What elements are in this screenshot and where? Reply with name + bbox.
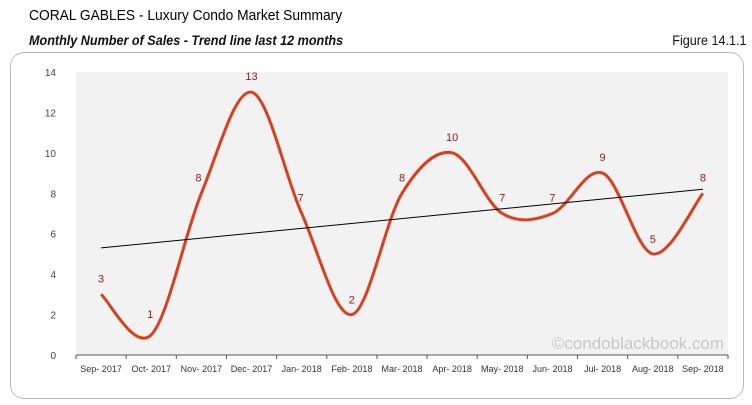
x-tick-label: May- 2018 <box>481 364 524 374</box>
chart-frame <box>10 52 744 399</box>
watermark: ©condoblackbook.com <box>552 334 724 353</box>
data-label: 10 <box>446 132 458 144</box>
trend-line <box>101 188 703 249</box>
x-tick-label: Nov- 2017 <box>181 364 223 374</box>
data-label: 3 <box>98 273 104 285</box>
y-tick-label: 0 <box>50 351 56 362</box>
x-tick-label: Jun- 2018 <box>532 364 572 374</box>
data-label: 1 <box>147 309 153 321</box>
data-label: 2 <box>349 295 355 307</box>
y-tick-label: 4 <box>50 270 56 281</box>
chart-subtitle: Monthly Number of Sales - Trend line las… <box>29 32 344 48</box>
data-label: 7 <box>549 193 555 205</box>
data-label: 13 <box>245 71 257 83</box>
data-label: 8 <box>700 172 706 184</box>
y-tick-label: 8 <box>50 189 56 200</box>
x-tick-label: Oct- 2017 <box>131 364 171 374</box>
data-label: 8 <box>399 172 405 184</box>
x-tick-label: Apr- 2018 <box>432 364 472 374</box>
x-tick-label: Sep- 2017 <box>80 364 122 374</box>
x-tick-label: Feb- 2018 <box>331 364 372 374</box>
data-label: 9 <box>600 152 606 164</box>
data-label: 5 <box>650 234 656 246</box>
x-tick-label: Mar- 2018 <box>381 364 422 374</box>
y-tick-label: 2 <box>50 311 56 322</box>
x-tick-label: Sep- 2018 <box>682 364 724 374</box>
plot-area <box>76 72 728 355</box>
y-tick-label: 10 <box>45 149 57 160</box>
y-tick-label: 12 <box>45 108 57 119</box>
data-label: 7 <box>499 193 505 205</box>
data-label: 7 <box>298 193 304 205</box>
data-label: 8 <box>195 172 201 184</box>
figure-number: Figure 14.1.1 <box>671 32 746 48</box>
x-tick-label: Jan- 2018 <box>282 364 322 374</box>
sales-line <box>100 90 705 340</box>
y-tick-label: 6 <box>50 230 56 241</box>
x-tick-label: Aug- 2018 <box>632 364 674 374</box>
x-tick-label: Jul- 2018 <box>584 364 621 374</box>
y-tick-label: 14 <box>45 68 57 79</box>
x-tick-label: Dec- 2017 <box>231 364 273 374</box>
chart-title: CORAL GABLES - Luxury Condo Market Summa… <box>29 7 343 24</box>
